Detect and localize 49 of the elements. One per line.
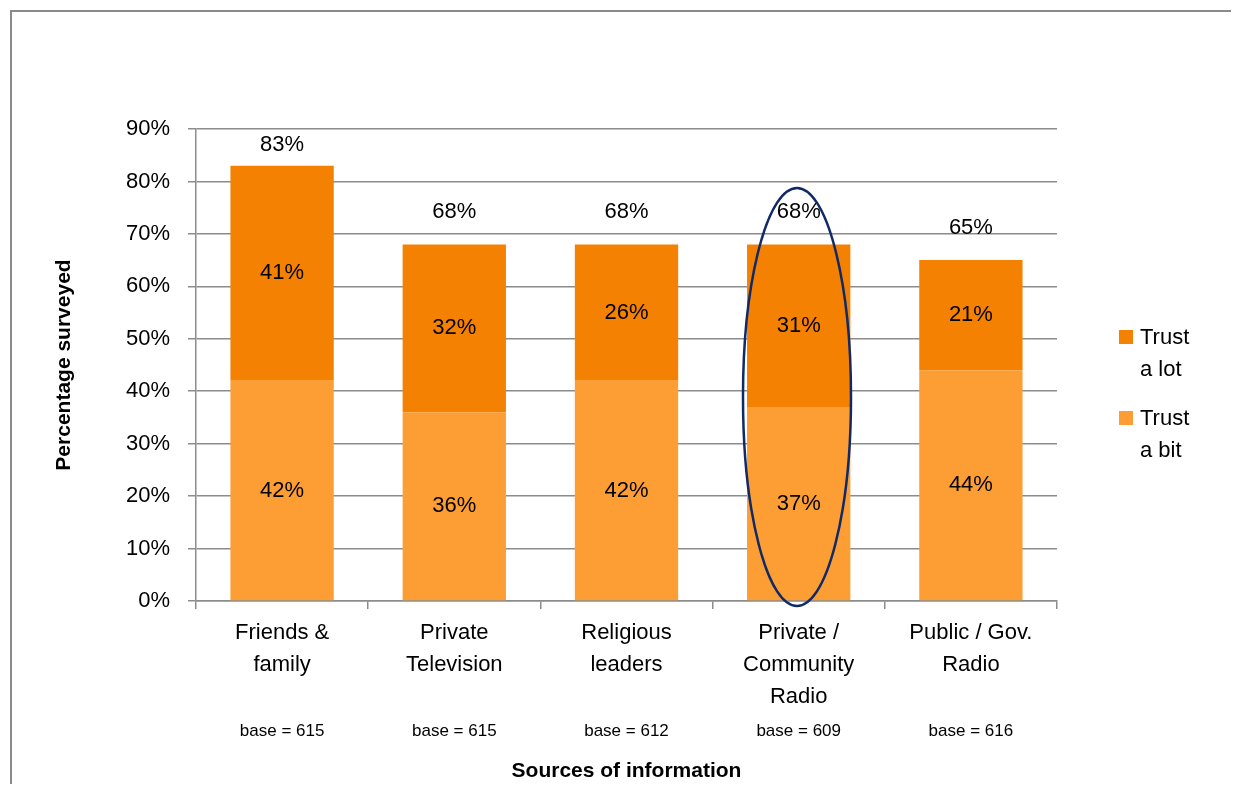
bar [574, 380, 679, 601]
data-label: 21% [948, 301, 993, 327]
data-label: 41% [260, 259, 305, 285]
total-label: 65% [948, 214, 993, 240]
x-tick-label: Friends & family [235, 619, 330, 676]
legend-label: Trust a bit [1140, 404, 1191, 464]
data-label: 44% [948, 471, 993, 497]
x-tick-label: Religious leaders [581, 619, 672, 676]
y-tick-label: 30% [125, 429, 170, 455]
bar [230, 165, 334, 381]
y-tick-label: 60% [125, 272, 170, 298]
x-tick-label: Public / Gov. Radio [909, 619, 1033, 676]
bar [402, 412, 506, 601]
y-tick-label: 10% [125, 534, 170, 560]
data-label: 31% [776, 311, 821, 337]
data-label: 26% [604, 298, 649, 324]
x-tick-label: Private Television [406, 619, 503, 676]
bar [919, 260, 1023, 371]
bar [919, 370, 1023, 601]
total-label: 68% [432, 198, 477, 224]
total-label: 83% [260, 131, 305, 157]
y-tick-label: 40% [125, 377, 170, 403]
bar [747, 244, 851, 407]
bar [574, 244, 679, 381]
bar [230, 380, 334, 601]
text: base = 616 [928, 720, 1014, 740]
text: base = 615 [239, 720, 325, 740]
text: base = 612 [584, 720, 669, 740]
data-label: 37% [776, 489, 821, 515]
bar [402, 244, 506, 413]
y-tick-label: 80% [125, 167, 170, 193]
data-label: 42% [260, 476, 305, 502]
y-tick-label: 70% [125, 219, 170, 245]
text: base = 609 [756, 720, 841, 740]
y-axis-title: Percentage surveyed [51, 259, 75, 471]
y-tick-label: 50% [125, 324, 170, 350]
data-label: 36% [432, 492, 477, 518]
bar [747, 406, 851, 601]
x-tick-label: Private / Community Radio [743, 619, 855, 708]
data-label: 42% [604, 476, 649, 502]
y-tick-label: 0% [138, 587, 170, 613]
text: base = 615 [412, 720, 497, 740]
x-axis-title: Sources of information [511, 758, 742, 782]
total-label: 68% [776, 198, 821, 224]
data-label: 32% [432, 314, 477, 340]
legend-label: Trust a lot [1140, 323, 1191, 383]
y-tick-label: 90% [125, 115, 170, 141]
total-label: 68% [604, 198, 649, 224]
y-tick-label: 20% [125, 482, 170, 508]
